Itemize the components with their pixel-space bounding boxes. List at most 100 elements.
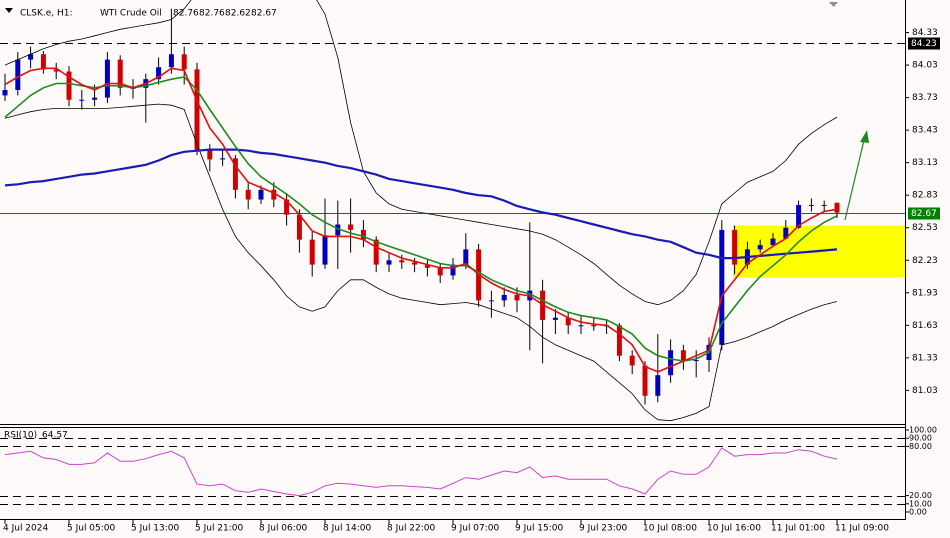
- candle-body: [360, 229, 366, 240]
- candle-body: [2, 90, 8, 96]
- candle-body: [28, 54, 34, 60]
- ohlc-open: 82.76: [173, 9, 199, 19]
- x-tick-label: 5 Jul 05:00: [67, 524, 116, 534]
- price-label-box: [908, 207, 940, 220]
- x-tick-label: 5 Jul 13:00: [131, 524, 180, 534]
- rsi-tick-label: 80.00: [909, 442, 932, 451]
- indicator-line: [4, 76, 838, 362]
- rsi-tick-label: 100.00: [909, 426, 937, 435]
- price-label: 84.23: [911, 39, 937, 49]
- candle-body: [693, 360, 699, 362]
- candle-body: [181, 54, 187, 70]
- candle-body: [335, 224, 341, 236]
- candle-body: [117, 59, 123, 88]
- x-tick-label: 8 Jul 22:00: [387, 524, 436, 534]
- x-tick-label: 10 Jul 16:00: [707, 524, 761, 534]
- candle-body: [578, 325, 584, 327]
- candle-body: [15, 59, 21, 91]
- x-tick-label: 5 Jul 21:00: [195, 524, 244, 534]
- candle-body: [629, 355, 635, 366]
- y-tick-label: 84.03: [912, 61, 938, 71]
- y-tick-label: 83.73: [912, 93, 938, 103]
- trend-arrow: [844, 135, 866, 221]
- header: CLSK.e, H1: WTI Crude Oil 82.76 82.76 82…: [5, 8, 277, 19]
- symbol-icon: [5, 8, 13, 13]
- candle-body: [399, 260, 405, 263]
- candle-body: [668, 350, 674, 376]
- price-label-box: [908, 37, 940, 50]
- candle-body: [719, 229, 725, 345]
- candle-body: [284, 199, 290, 215]
- x-tick-label: 8 Jul 06:00: [259, 524, 308, 534]
- y-tick-label: 81.63: [912, 321, 938, 331]
- candle-body: [373, 239, 379, 265]
- x-tick-label: 9 Jul 23:00: [579, 524, 628, 534]
- rsi-tick-label: 10.00: [909, 499, 932, 508]
- rsi-value: 64.57: [42, 431, 68, 441]
- candle-body: [258, 189, 264, 200]
- indicator-line: [4, 148, 838, 260]
- y-tick-label: 83.43: [912, 126, 938, 136]
- y-tick-label: 82.23: [912, 256, 938, 266]
- candle-body: [655, 375, 661, 396]
- indicator-line: [4, 67, 838, 373]
- candle-body: [463, 249, 469, 265]
- x-tick-label: 8 Jul 14:00: [323, 524, 372, 534]
- shift-marker: [829, 2, 838, 7]
- rsi-title: RSI(10): [4, 431, 37, 441]
- rsi-tick-label: 20.00: [909, 491, 932, 500]
- indicator-line: [4, 0, 838, 306]
- candle-body: [616, 325, 622, 356]
- y-tick-label: 81.33: [912, 353, 938, 363]
- x-tick-label: 11 Jul 01:00: [771, 524, 825, 534]
- candle-body: [271, 189, 277, 200]
- candle-body: [796, 204, 802, 228]
- x-tick-label: 4 Jul 2024: [3, 524, 48, 534]
- candle-body: [348, 224, 354, 230]
- x-tick-label: 9 Jul 07:00: [451, 524, 500, 534]
- candle-body: [168, 54, 174, 68]
- y-tick-label: 82.53: [912, 223, 938, 233]
- candle-body: [245, 189, 251, 200]
- y-tick-label: 81.03: [912, 386, 938, 396]
- candle-body: [514, 294, 520, 301]
- candle-body: [552, 317, 558, 320]
- ohlc-high: 82.76: [199, 9, 225, 19]
- candle-body: [386, 260, 392, 265]
- candle-body: [437, 267, 443, 276]
- candle-body: [732, 229, 738, 265]
- x-tick-label: 11 Jul 09:00: [835, 524, 889, 534]
- candle-body: [591, 325, 597, 327]
- candle-body: [66, 71, 72, 100]
- candle-body: [783, 227, 789, 239]
- candle-body: [53, 69, 59, 72]
- candle-body: [207, 149, 213, 160]
- candle-body: [220, 158, 226, 160]
- candle-body: [104, 59, 110, 98]
- candle-body: [450, 264, 456, 276]
- x-tick-label: 9 Jul 15:00: [515, 524, 564, 534]
- candle-body: [322, 235, 328, 265]
- candle-body: [808, 204, 814, 206]
- price-label: 82.67: [911, 209, 937, 219]
- candle-body: [488, 300, 494, 302]
- candle-body: [834, 202, 840, 213]
- candle-body: [296, 214, 302, 240]
- candle-body: [40, 54, 46, 70]
- y-tick-label: 83.13: [912, 158, 938, 168]
- y-tick-label: 82.83: [912, 191, 938, 201]
- candle-body: [194, 69, 200, 150]
- trend-arrow-head: [860, 130, 869, 143]
- candle-body: [821, 204, 827, 206]
- candle-body: [79, 99, 85, 101]
- y-tick-label: 84.33: [912, 28, 938, 38]
- rsi-tick-label: 0.00: [909, 508, 927, 517]
- candle-body: [156, 67, 162, 80]
- candle-body: [309, 239, 315, 265]
- candle-body: [680, 350, 686, 361]
- ohlc-low: 82.62: [225, 9, 251, 19]
- rsi-tick-label: 90.00: [909, 434, 932, 443]
- rsi-line: [4, 447, 838, 497]
- candle-body: [757, 245, 763, 250]
